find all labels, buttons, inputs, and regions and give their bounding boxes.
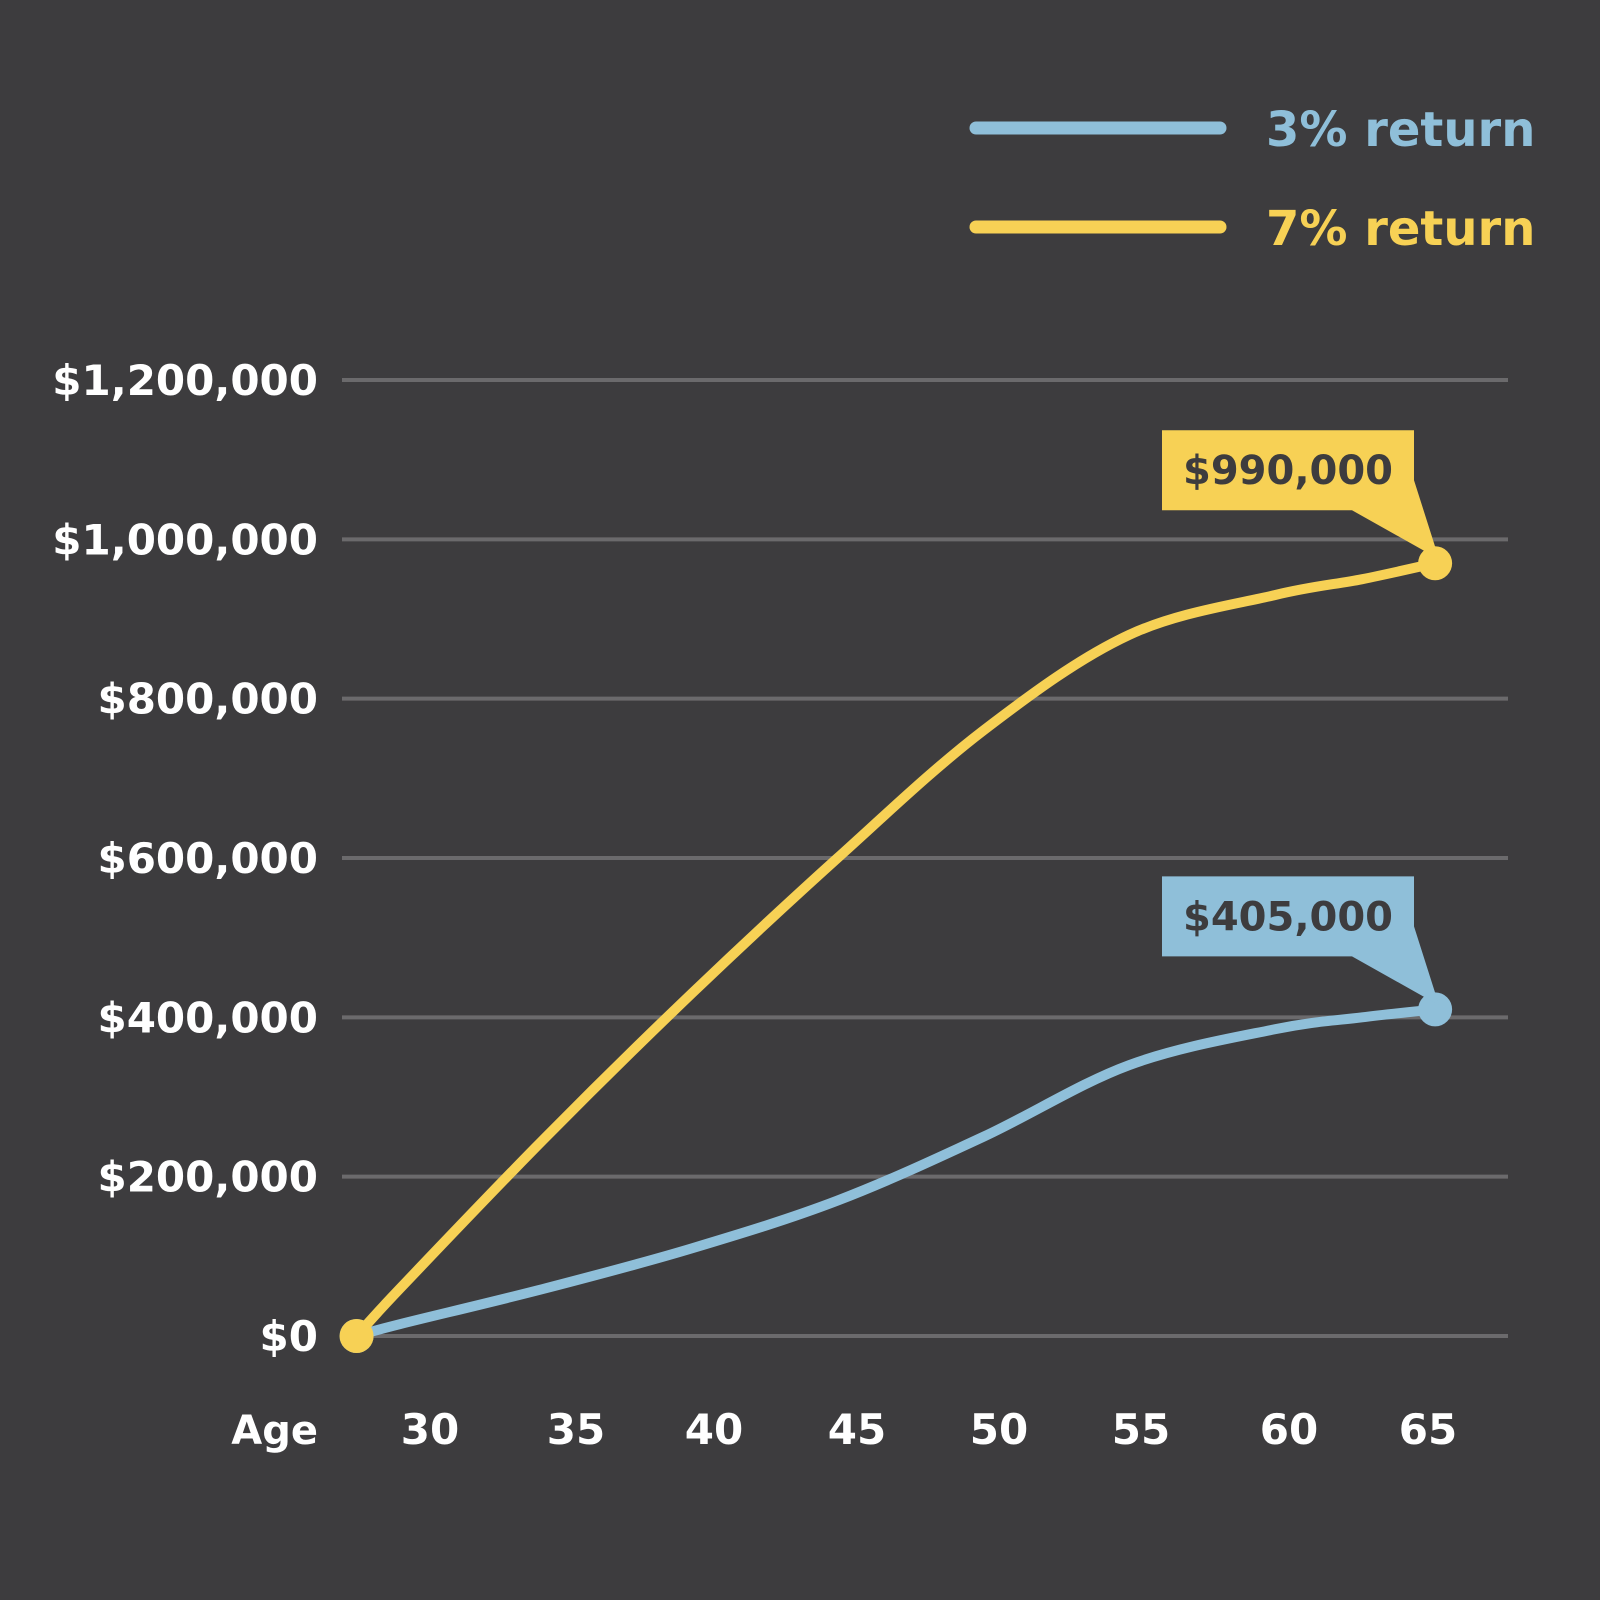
legend-item: 3% return bbox=[969, 102, 1535, 158]
y-tick-label: $800,000 bbox=[97, 675, 318, 724]
x-tick-label: 50 bbox=[970, 1405, 1028, 1454]
value-callout: $405,000 bbox=[1162, 876, 1440, 1006]
legend-item: 7% return bbox=[969, 201, 1535, 257]
x-axis-ticks: 30 35 40 45 50 55 60 65 bbox=[401, 1405, 1457, 1454]
x-tick-label: 35 bbox=[547, 1405, 605, 1454]
x-tick-label: 55 bbox=[1112, 1405, 1170, 1454]
x-tick-label: 65 bbox=[1399, 1405, 1457, 1454]
x-tick-label: 60 bbox=[1260, 1405, 1318, 1454]
y-tick-label: $400,000 bbox=[97, 993, 318, 1042]
y-axis-ticks: $0 $200,000 $400,000 $600,000 $800,000 $1,000… bbox=[52, 356, 318, 1361]
x-tick-label: 40 bbox=[685, 1405, 743, 1454]
legend-label: 3% return bbox=[1266, 102, 1535, 158]
series-line bbox=[351, 558, 1441, 1341]
value-callout: $990,000 bbox=[1162, 430, 1440, 560]
y-tick-label: $600,000 bbox=[97, 834, 318, 883]
series-start-point bbox=[339, 1319, 374, 1353]
y-tick-label: $1,200,000 bbox=[52, 356, 318, 405]
series-line bbox=[351, 1004, 1441, 1341]
series-end-point bbox=[1418, 992, 1453, 1027]
end-value-callouts: $405,000 $990,000 bbox=[1162, 430, 1440, 1006]
y-tick-label: $200,000 bbox=[97, 1153, 318, 1202]
callout-box bbox=[1162, 876, 1440, 1006]
y-tick-label: $1,000,000 bbox=[52, 515, 318, 564]
x-tick-label: 30 bbox=[401, 1405, 459, 1454]
grid-lines bbox=[342, 378, 1508, 1338]
series-end-point bbox=[1418, 546, 1453, 581]
legend-label: 7% return bbox=[1266, 201, 1535, 257]
x-tick-label: 45 bbox=[828, 1405, 886, 1454]
series-lines bbox=[339, 546, 1453, 1353]
x-axis-label: Age bbox=[231, 1408, 318, 1454]
y-tick-label: $0 bbox=[260, 1312, 318, 1361]
callout-value: $990,000 bbox=[1183, 448, 1393, 494]
callout-value: $405,000 bbox=[1183, 894, 1393, 940]
legend: 3% return 7% return bbox=[969, 102, 1535, 257]
callout-box bbox=[1162, 430, 1440, 560]
